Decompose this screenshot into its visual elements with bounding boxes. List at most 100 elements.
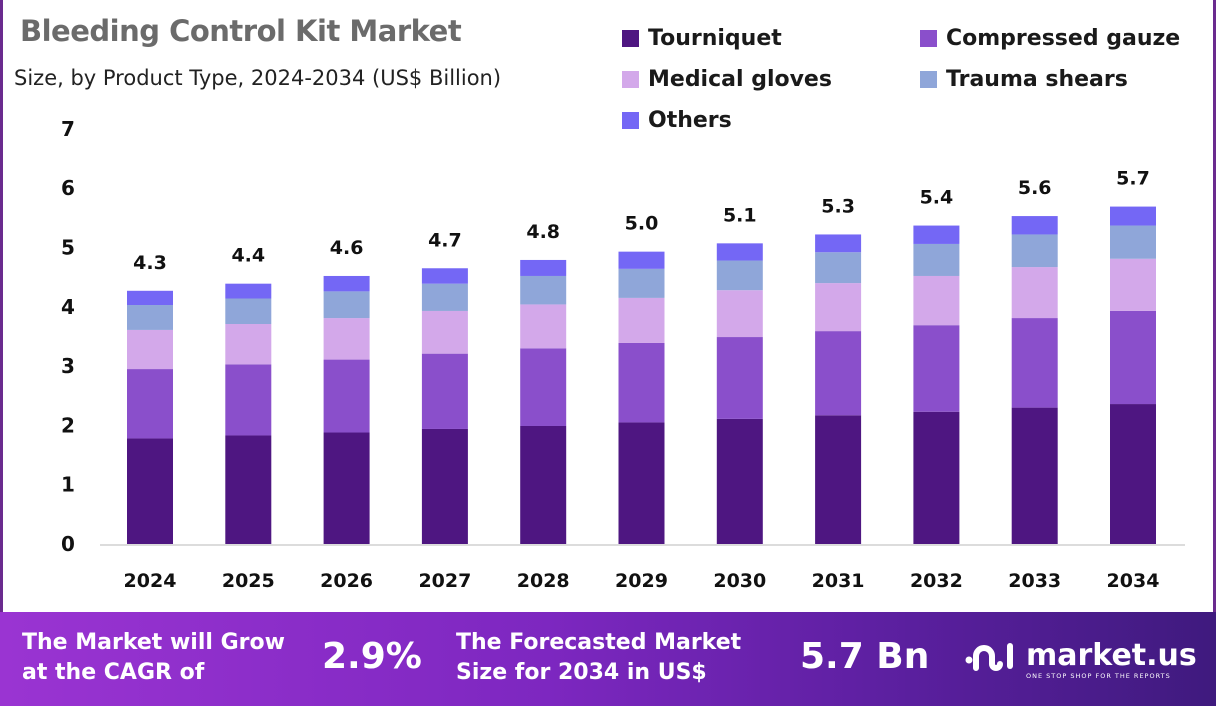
x-tick-label: 2031 <box>812 570 865 592</box>
total-data-label: 4.8 <box>526 221 560 243</box>
bar-segment-medical-gloves <box>913 275 960 326</box>
bar-segment-compressed-gauze <box>127 369 173 439</box>
bar-segment-trauma-shears <box>520 275 567 305</box>
market-us-logo: market.us ONE STOP SHOP FOR THE REPORTS <box>964 638 1197 680</box>
forecast-text-line1: The Forecasted Market <box>456 630 742 655</box>
bar-segment-trauma-shears <box>127 305 173 330</box>
y-tick-label: 6 <box>61 176 75 200</box>
legend-item-others: Others <box>622 108 732 133</box>
bar-segment-trauma-shears <box>716 260 763 291</box>
bar-segment-medical-gloves <box>520 304 567 349</box>
bar-segment-others <box>1011 216 1058 235</box>
x-tick-label: 2026 <box>320 570 373 592</box>
y-tick-label: 3 <box>61 354 75 378</box>
legend-swatch <box>622 71 639 88</box>
y-tick-label: 0 <box>61 532 75 556</box>
total-data-label: 5.7 <box>1116 168 1150 190</box>
bar-segment-tourniquet <box>421 428 468 544</box>
legend-swatch <box>622 30 639 47</box>
bar-segment-others <box>421 268 468 284</box>
total-data-label: 4.4 <box>231 245 265 267</box>
bar-segment-compressed-gauze <box>1110 310 1156 405</box>
x-tick-label: 2027 <box>418 570 471 592</box>
x-tick-label: 2034 <box>1107 570 1160 592</box>
footer-banner: The Market will Grow at the CAGR of 2.9%… <box>0 612 1216 706</box>
bar-segment-tourniquet <box>1110 404 1156 544</box>
y-tick-label: 7 <box>61 117 75 141</box>
bar-segment-medical-gloves <box>421 310 468 354</box>
y-tick-label: 2 <box>61 413 75 437</box>
legend-item-tourniquet: Tourniquet <box>622 26 782 51</box>
logo-name: market.us <box>1026 638 1197 673</box>
total-data-label: 5.6 <box>1018 177 1052 199</box>
chart-frame <box>0 0 1216 612</box>
bar-segment-compressed-gauze <box>225 364 272 436</box>
bar-segment-others <box>815 234 862 253</box>
cagr-value: 2.9% <box>322 636 422 677</box>
x-tick-label: 2030 <box>713 570 766 592</box>
legend-swatch <box>920 71 937 88</box>
bar-segment-medical-gloves <box>127 329 173 370</box>
forecast-value: 5.7 Bn <box>800 636 930 677</box>
legend-item-compressed-gauze: Compressed gauze <box>920 26 1180 51</box>
x-tick-label: 2028 <box>517 570 570 592</box>
cagr-text-line2: at the CAGR of <box>22 660 205 685</box>
legend-label: Tourniquet <box>648 26 782 51</box>
bar-segment-compressed-gauze <box>913 325 960 412</box>
bar-segment-others <box>225 283 272 299</box>
bar-segment-compressed-gauze <box>716 337 763 419</box>
bar-segment-tourniquet <box>913 411 960 544</box>
bar-segment-trauma-shears <box>323 291 370 319</box>
bar-segment-others <box>913 225 960 244</box>
bar-segment-tourniquet <box>716 418 763 544</box>
bar-segment-tourniquet <box>225 435 272 544</box>
bar-segment-compressed-gauze <box>323 359 370 433</box>
bar-segment-medical-gloves <box>225 323 272 365</box>
cagr-text: The Market will Grow at the CAGR of <box>22 628 285 688</box>
forecast-text-line2: Size for 2034 in US$ <box>456 660 707 685</box>
bar-segment-trauma-shears <box>815 252 862 284</box>
stacked-bar-chart: 0 1 2 3 4 5 6 7 4.3 2024 4.4 2025 4.6 2026 4.7 2027 4.8 2… <box>61 117 1185 592</box>
x-tick-label: 2024 <box>124 570 177 592</box>
bar-segment-medical-gloves <box>1011 267 1058 319</box>
legend-item-trauma-shears: Trauma shears <box>920 67 1128 92</box>
y-tick-label: 1 <box>61 473 75 497</box>
bar-segment-tourniquet <box>618 422 665 544</box>
bar-segment-others <box>618 251 665 269</box>
bar-segment-others <box>716 243 763 261</box>
total-data-label: 4.7 <box>428 229 462 251</box>
bar-segment-compressed-gauze <box>1011 318 1058 408</box>
forecast-text: The Forecasted Market Size for 2034 in U… <box>456 628 741 688</box>
bar-segment-compressed-gauze <box>421 353 468 429</box>
bar-segment-others <box>127 290 173 306</box>
bar-segment-trauma-shears <box>225 298 272 324</box>
bar-segment-medical-gloves <box>618 297 665 343</box>
legend-swatch <box>920 30 937 47</box>
legend-label: Medical gloves <box>648 67 832 92</box>
x-tick-label: 2025 <box>222 570 275 592</box>
logo-tagline: ONE STOP SHOP FOR THE REPORTS <box>1026 672 1171 680</box>
cagr-text-line1: The Market will Grow <box>22 630 285 655</box>
bar-segment-trauma-shears <box>1110 225 1156 259</box>
legend-item-medical-gloves: Medical gloves <box>622 67 832 92</box>
legend-label: Compressed gauze <box>946 26 1181 51</box>
x-tick-label: 2033 <box>1008 570 1061 592</box>
bar-segment-others <box>323 275 370 292</box>
bar-segment-compressed-gauze <box>618 342 665 423</box>
bar-segment-medical-gloves <box>1110 258 1156 311</box>
legend-swatch <box>622 112 639 129</box>
x-tick-label: 2032 <box>910 570 963 592</box>
bar-segment-medical-gloves <box>716 290 763 338</box>
bar-segment-tourniquet <box>520 425 567 544</box>
bar-segment-trauma-shears <box>1011 234 1058 268</box>
total-data-label: 5.3 <box>821 195 855 217</box>
total-data-label: 5.0 <box>625 213 659 235</box>
y-tick-label: 5 <box>61 236 75 260</box>
bar-segment-tourniquet <box>323 432 370 544</box>
bar-segment-others <box>520 259 567 276</box>
total-data-label: 4.3 <box>133 252 167 274</box>
chart-subtitle: Size, by Product Type, 2024-2034 (US$ Bi… <box>14 66 502 90</box>
x-tick-label: 2029 <box>615 570 668 592</box>
bar-segment-tourniquet <box>1011 407 1058 544</box>
bar-segment-trauma-shears <box>913 243 960 276</box>
